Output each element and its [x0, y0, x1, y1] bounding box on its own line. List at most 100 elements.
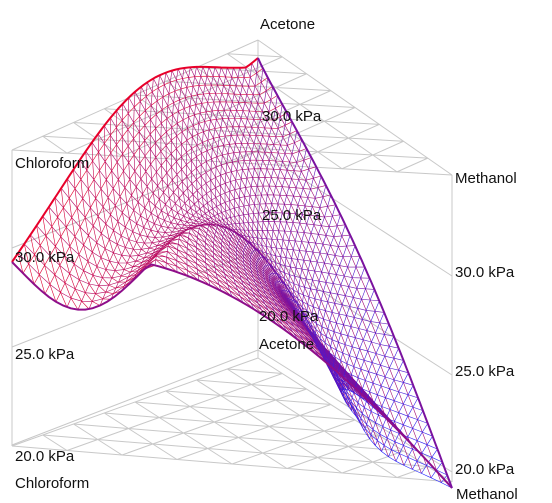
mesh-line-diag: [170, 68, 310, 349]
mesh-line-diag: [79, 160, 134, 289]
mesh-line-diag: [403, 423, 429, 466]
floor-grid-line: [396, 466, 428, 478]
back-axis-label-20: 20.0 kPa: [259, 308, 319, 325]
floor-grid-line: [42, 434, 68, 451]
mesh-line-diag: [346, 300, 380, 408]
floor-grid-line: [66, 373, 283, 451]
label-left-component: Chloroform: [15, 155, 89, 172]
mesh-line-diag: [205, 67, 387, 419]
floor-grid-line: [121, 388, 307, 456]
mesh-line-diag: [175, 67, 321, 358]
mesh-line-diag: [144, 82, 255, 310]
floor-grid-line: [226, 368, 398, 478]
mesh-line-diag: [341, 289, 375, 404]
mesh-line-diag: [364, 348, 399, 432]
mesh-line-diag: [186, 66, 343, 377]
mesh-line-diag: [421, 448, 438, 474]
mesh-line-diag: [191, 66, 354, 387]
mesh-line-diag: [369, 360, 404, 439]
mesh-line-u: [30, 234, 422, 455]
mesh-line-diag: [17, 252, 24, 274]
mesh-line-diag: [215, 67, 409, 441]
floor-edge: [257, 357, 453, 483]
mesh-line-diag: [165, 70, 299, 341]
mesh-line-diag: [54, 197, 90, 310]
surface-left-edge: [11, 261, 453, 489]
mesh-line-diag: [332, 266, 365, 398]
ceiling-grid-line: [227, 53, 283, 58]
mesh-line-diag: [115, 110, 200, 281]
wall-level-line: [11, 349, 259, 446]
mesh-line-diag: [181, 67, 332, 367]
floor-edge: [11, 357, 259, 447]
mesh-line-diag: [42, 216, 68, 308]
left-axis-label-20: 20.0 kPa: [15, 448, 75, 465]
mesh-line-diag: [48, 206, 79, 310]
floor-grid-line: [104, 412, 380, 436]
mesh-line-diag: [210, 67, 398, 430]
label-top-component: Acetone: [260, 16, 315, 33]
mesh-line-diag: [337, 278, 370, 400]
floor-grid-line: [42, 434, 428, 467]
mesh-line-diag: [328, 256, 361, 395]
mesh-line-diag: [270, 130, 382, 416]
mesh-line-diag: [375, 372, 409, 446]
mesh-line-diag: [279, 148, 370, 405]
right-axis-label-25: 25.0 kPa: [455, 363, 515, 380]
mesh-line-diag: [97, 133, 167, 273]
mesh-line-diag: [160, 72, 288, 332]
back-axis-label-25: 25.0 kPa: [262, 207, 322, 224]
mesh-line-diag: [220, 67, 420, 453]
label-right-component: Methanol: [455, 170, 517, 187]
mesh-line-diag: [412, 436, 433, 470]
floor-grid-line: [286, 435, 380, 469]
mesh-line-diag: [121, 103, 211, 286]
mesh-line-diag: [350, 312, 385, 412]
floor-grid-line: [165, 390, 331, 405]
mesh-line-diag: [359, 335, 395, 423]
mesh-line-diag: [36, 225, 57, 302]
mesh-line-diag: [388, 397, 419, 457]
floor-grid-line: [165, 390, 288, 469]
mesh-line-diag: [155, 75, 277, 325]
mesh-line-diag: [195, 66, 365, 397]
prism-grid: [11, 39, 453, 483]
left-axis-label-30: 30.0 kPa: [15, 249, 75, 266]
mesh-line-diag: [104, 125, 178, 273]
mesh-line-diag: [110, 117, 189, 277]
mesh-line-diag: [288, 166, 360, 397]
wall-level-line: [11, 249, 259, 348]
surface-ridge-edge: [11, 57, 259, 263]
floor-grid-line: [176, 404, 331, 460]
floor-grid-line: [196, 379, 343, 474]
ceiling-grid-line: [176, 90, 331, 160]
mesh-line-diag: [91, 142, 156, 278]
mesh-line-diag: [200, 67, 376, 408]
mesh-line-diag: [30, 234, 46, 294]
floor-grid-line: [103, 412, 178, 460]
wall-level-line: [257, 149, 453, 277]
mesh-line-diag: [60, 188, 101, 306]
floor-label-center: Acetone: [259, 336, 314, 353]
mesh-line-diag: [133, 91, 233, 297]
mesh-line-diag: [138, 86, 244, 303]
floor-grid-line: [73, 423, 404, 452]
ceiling-grid-line: [286, 123, 380, 167]
back-axis-label-30: 30.0 kPa: [262, 108, 322, 125]
mesh-line-diag: [256, 104, 405, 437]
mesh-line-diag: [149, 78, 266, 317]
ceiling-grid-line: [396, 157, 428, 173]
floor-label-right: Methanol: [456, 486, 518, 503]
wall-level-line: [257, 249, 453, 376]
floor-grid-line: [227, 368, 283, 374]
pressure-surface-mesh: [11, 57, 453, 489]
mesh-line-diag: [24, 243, 35, 285]
surface-right-edge: [257, 57, 453, 489]
right-axis-label-20: 20.0 kPa: [455, 461, 515, 478]
mesh-line-diag: [85, 151, 145, 283]
mesh-line-diag: [284, 157, 365, 401]
ceiling-grid-line: [42, 135, 68, 154]
mesh-line-diag: [67, 178, 112, 300]
floor-edge: [11, 445, 453, 483]
